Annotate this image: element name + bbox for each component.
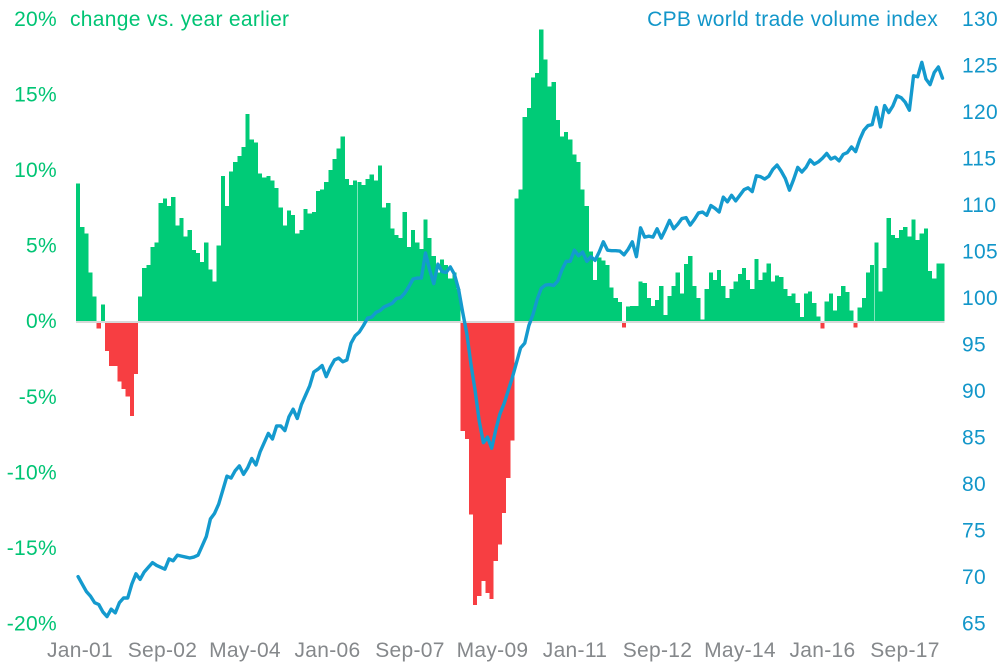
svg-text:105: 105	[962, 240, 998, 263]
svg-text:100: 100	[962, 287, 998, 310]
svg-text:10%: 10%	[14, 159, 57, 182]
svg-text:CPB world trade volume index: CPB world trade volume index	[647, 8, 938, 31]
svg-text:Jan-11: Jan-11	[543, 639, 607, 662]
svg-text:90: 90	[962, 380, 986, 403]
svg-text:125: 125	[962, 54, 998, 77]
svg-text:20%: 20%	[14, 8, 57, 31]
svg-text:75: 75	[962, 519, 986, 542]
svg-text:Sep-02: Sep-02	[128, 639, 198, 662]
svg-text:85: 85	[962, 426, 986, 449]
svg-text:-5%: -5%	[19, 386, 57, 409]
svg-text:130: 130	[962, 8, 998, 31]
svg-text:May-09: May-09	[457, 639, 529, 662]
svg-text:-20%: -20%	[7, 612, 57, 635]
svg-text:Jan-16: Jan-16	[789, 639, 855, 662]
svg-text:15%: 15%	[14, 84, 57, 107]
svg-text:Sep-17: Sep-17	[870, 639, 940, 662]
svg-text:Sep-12: Sep-12	[623, 639, 693, 662]
svg-text:5%: 5%	[26, 235, 57, 258]
svg-text:110: 110	[962, 194, 996, 217]
svg-text:-10%: -10%	[7, 461, 57, 484]
svg-text:May-04: May-04	[209, 639, 281, 662]
svg-text:Jan-06: Jan-06	[294, 639, 360, 662]
svg-text:65: 65	[962, 612, 986, 635]
svg-text:120: 120	[962, 101, 998, 124]
svg-text:-15%: -15%	[7, 537, 57, 560]
svg-text:May-14: May-14	[704, 639, 776, 662]
svg-text:Sep-07: Sep-07	[375, 639, 445, 662]
svg-text:change vs. year earlier: change vs. year earlier	[70, 8, 289, 31]
svg-text:70: 70	[962, 566, 986, 589]
svg-text:95: 95	[962, 333, 986, 356]
svg-text:80: 80	[962, 473, 986, 496]
svg-text:0%: 0%	[26, 310, 57, 333]
svg-text:115: 115	[962, 147, 996, 170]
svg-text:Jan-01: Jan-01	[47, 639, 113, 662]
